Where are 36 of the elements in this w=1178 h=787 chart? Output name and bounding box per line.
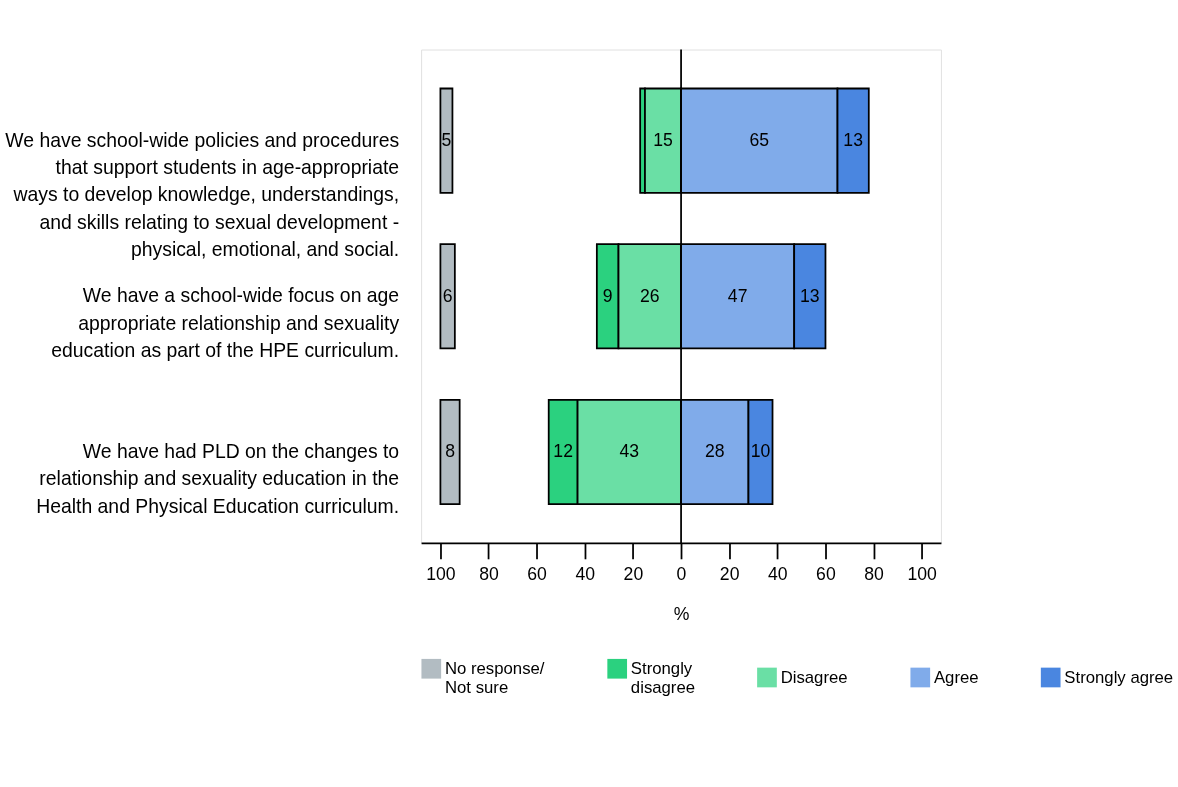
- x-tick-label: 40: [767, 564, 788, 585]
- data-label: 9: [602, 285, 613, 306]
- data-label: 13: [843, 129, 864, 150]
- y-tick-label: We have had PLD on the changes to relationship and sexuality education in the Health and Physical Education curriculum.: [36, 440, 400, 517]
- data-label: 15: [653, 129, 674, 150]
- legend-label: Strongly disagree: [630, 659, 696, 697]
- data-label: 26: [639, 285, 660, 306]
- x-tick-label: 40: [575, 564, 596, 585]
- x-tick-label: 20: [623, 564, 644, 585]
- data-label: 28: [704, 441, 725, 462]
- x-tick-label: 0: [676, 564, 687, 585]
- data-label: 6: [442, 285, 453, 306]
- data-label: 5: [441, 129, 452, 150]
- legend-label: Disagree: [780, 667, 848, 687]
- x-tick-label: 80: [864, 564, 885, 585]
- data-label: 10: [750, 441, 771, 462]
- legend-label: Strongly agree: [1064, 667, 1174, 687]
- data-label: 13: [800, 285, 820, 306]
- y-tick-label: We have school-wide policies and procedures that support students in age-appropriate ways to develop knowledge, understandings, and skills relating to sexual development - physical, emotional, and social.: [5, 128, 400, 261]
- y-tick-label: We have a school-wide focus on age appropriate relationship and sexuality education as part of the HPE curriculum.: [51, 284, 400, 362]
- x-tick-label: 100: [426, 564, 456, 585]
- bar: [439, 398, 461, 505]
- data-label: 65: [749, 129, 770, 150]
- data-label: 8: [445, 441, 456, 462]
- x-tick-label: 60: [816, 564, 836, 585]
- x-tick-label: 20: [719, 564, 740, 585]
- x-tick-label: 80: [479, 564, 499, 585]
- data-label: 47: [727, 285, 748, 306]
- legend-label: No response/ Not sure: [444, 659, 545, 697]
- data-label: 43: [619, 441, 640, 462]
- x-tick-label: 100: [907, 564, 938, 585]
- bar: [439, 243, 456, 350]
- x-tick-label: 60: [527, 564, 548, 585]
- x-axis-title: %: [673, 604, 690, 625]
- data-label: 12: [553, 441, 573, 462]
- legend-label: Agree: [933, 667, 979, 687]
